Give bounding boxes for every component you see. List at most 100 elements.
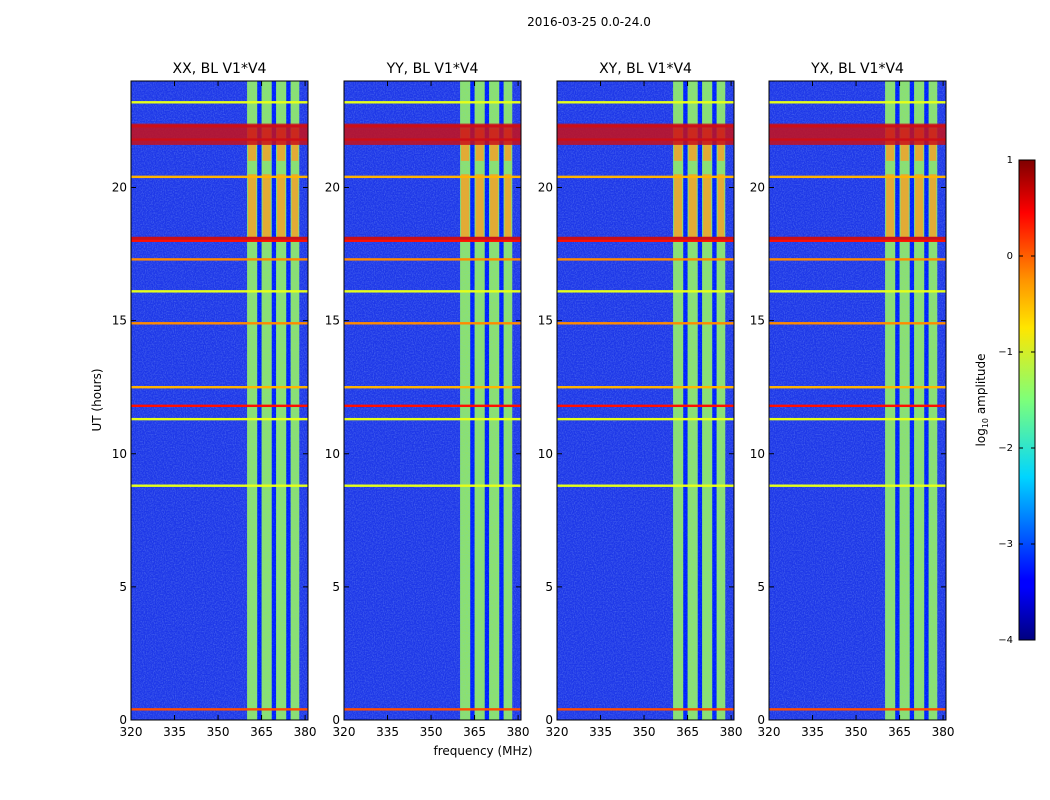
rfi-line: [344, 322, 521, 325]
rfi-line: [131, 708, 308, 711]
panel-2: XY, BL V1*V4 320 335 350 365 380 0 5 10 15 20: [538, 61, 743, 739]
colorbar-tick-label: −3: [998, 539, 1013, 550]
rfi-line: [557, 239, 734, 242]
colorbar-gradient: [1018, 159, 1036, 641]
rfi-line: [344, 101, 521, 104]
figure-suptitle: 2016-03-25 0.0-24.0: [527, 15, 651, 29]
strong-rfi: [769, 123, 946, 145]
y-tick-label: 10: [750, 447, 765, 461]
colorbar-tick-label: 1: [1007, 155, 1013, 166]
rfi-line: [769, 385, 946, 389]
y-tick-label: 10: [325, 447, 340, 461]
rfi-line: [769, 484, 946, 487]
hot-block: [277, 174, 286, 239]
hot-block: [703, 174, 712, 239]
panel-frame: [768, 80, 947, 721]
x-tick-label: 335: [589, 725, 612, 739]
panel-title: XY, BL V1*V4: [599, 61, 692, 77]
x-tick-label: 365: [888, 725, 911, 739]
hot-block: [929, 174, 937, 239]
hot-block: [248, 174, 257, 239]
x-tick-label: 335: [163, 725, 186, 739]
strong-rfi: [557, 123, 734, 145]
panel-3: YX, BL V1*V4 320 335 350 365 380 0 5 10 15 20: [750, 61, 955, 739]
y-tick-label: 0: [332, 713, 340, 727]
x-tick-label: 350: [633, 725, 656, 739]
x-tick-label: 320: [546, 725, 569, 739]
rfi-line: [131, 175, 308, 179]
y-tick-label: 20: [750, 181, 765, 195]
hot-block: [886, 174, 895, 239]
x-axis-label: frequency (MHz): [433, 744, 532, 758]
y-tick-label: 15: [112, 314, 127, 328]
hot-block: [291, 174, 299, 239]
hot-block: [475, 174, 484, 239]
y-tick-label: 15: [325, 314, 340, 328]
strong-rfi-line: [769, 236, 946, 240]
panel-frame: [556, 80, 735, 721]
rfi-line: [344, 175, 521, 179]
y-tick-label: 15: [750, 314, 765, 328]
rfi-line: [344, 417, 521, 421]
hot-block: [490, 174, 499, 239]
rfi-line: [557, 385, 734, 389]
rfi-line: [557, 417, 734, 421]
panel-1: YY, BL V1*V4 320 335 350 365 380 0 5 10 15 20: [325, 61, 530, 739]
colorbar-tick-label: −2: [998, 443, 1013, 454]
rfi-line: [769, 175, 946, 179]
rfi-line: [769, 708, 946, 711]
rfi-line: [557, 484, 734, 487]
rfi-line: [131, 101, 308, 104]
y-tick-label: 20: [538, 181, 553, 195]
rfi-line: [557, 258, 734, 261]
y-tick-label: 0: [545, 713, 553, 727]
y-tick-label: 20: [112, 181, 127, 195]
x-tick-label: 320: [333, 725, 356, 739]
rfi-line: [769, 322, 946, 325]
x-tick-label: 335: [801, 725, 824, 739]
x-tick-label: 350: [420, 725, 443, 739]
rfi-line: [344, 290, 521, 293]
rfi-line: [344, 239, 521, 242]
rfi-line: [131, 385, 308, 389]
hot-block: [504, 174, 512, 239]
strong-rfi-line: [557, 236, 734, 240]
rfi-line: [131, 239, 308, 242]
panel-frame: [343, 80, 522, 721]
y-tick-label: 5: [332, 580, 340, 594]
rfi-line: [557, 404, 734, 408]
x-tick-label: 335: [376, 725, 399, 739]
rfi-line: [131, 484, 308, 487]
rfi-line: [344, 385, 521, 389]
x-tick-label: 350: [207, 725, 230, 739]
rfi-line: [131, 404, 308, 408]
strong-rfi-line: [344, 236, 521, 240]
panel-frame: [130, 80, 309, 721]
hot-block: [674, 174, 683, 239]
hot-block: [461, 174, 470, 239]
hot-block: [717, 174, 725, 239]
x-tick-label: 365: [676, 725, 699, 739]
panel-title: XX, BL V1*V4: [173, 61, 267, 77]
rfi-line: [131, 258, 308, 261]
x-tick-label: 350: [845, 725, 868, 739]
rfi-line: [769, 258, 946, 261]
rfi-line: [557, 708, 734, 711]
hot-block: [900, 174, 909, 239]
colorbar: 1 0 −1 −2 −3 −4 log10 amplitude: [974, 155, 1036, 646]
y-tick-label: 5: [545, 580, 553, 594]
hot-block: [262, 174, 271, 239]
rfi-line: [557, 322, 734, 325]
y-tick-label: 5: [757, 580, 765, 594]
strong-rfi-line: [131, 236, 308, 240]
rfi-line: [344, 258, 521, 261]
y-tick-label: 10: [112, 447, 127, 461]
rfi-line: [769, 239, 946, 242]
y-tick-label: 5: [119, 580, 127, 594]
strong-rfi: [344, 123, 521, 145]
rfi-line: [557, 101, 734, 104]
rfi-line: [769, 417, 946, 421]
y-tick-label: 20: [325, 181, 340, 195]
colorbar-tick-label: −4: [998, 635, 1013, 646]
